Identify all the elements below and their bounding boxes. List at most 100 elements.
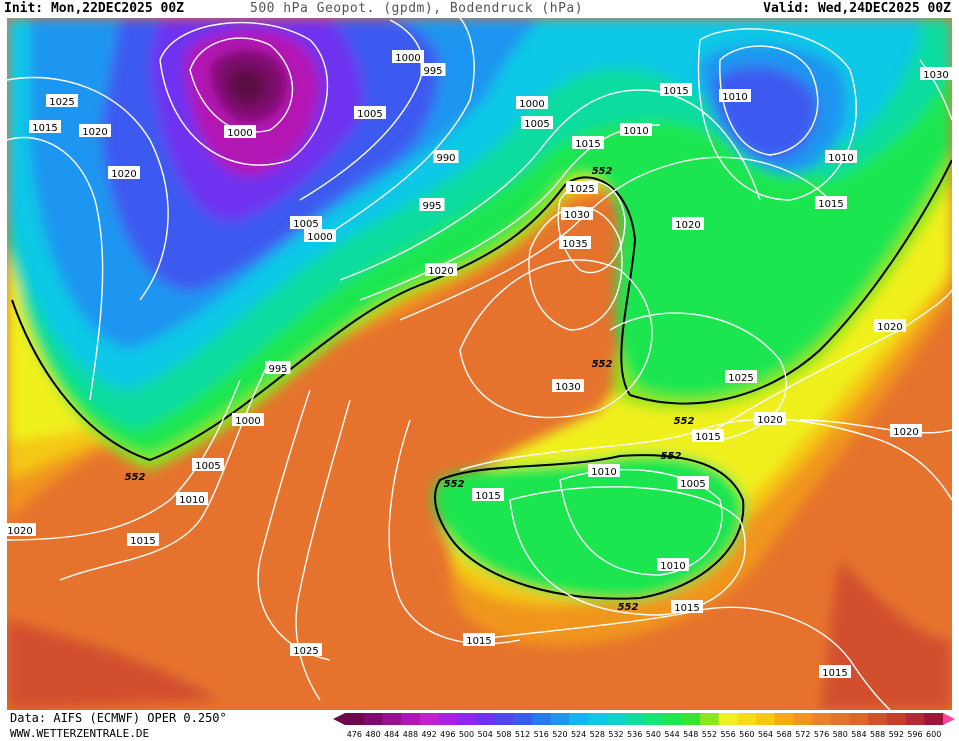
svg-text:1030: 1030 xyxy=(564,210,589,221)
svg-text:1020: 1020 xyxy=(893,427,918,438)
isobar-label: 1015 xyxy=(127,533,159,547)
svg-text:1020: 1020 xyxy=(111,169,136,180)
scale-label: 580 xyxy=(833,730,848,739)
scale-swatch xyxy=(737,713,757,725)
scale-label: 480 xyxy=(365,730,380,739)
scale-label: 528 xyxy=(590,730,605,739)
init-time: Init: Mon,22DEC2025 00Z xyxy=(4,1,185,16)
svg-text:1000: 1000 xyxy=(307,232,332,243)
valid-time: Valid: Wed,24DEC2025 00Z xyxy=(763,1,951,16)
isobar-label: 1020 xyxy=(79,124,111,138)
svg-text:1005: 1005 xyxy=(293,219,318,230)
scale-swatch xyxy=(587,713,608,725)
isobar-label: 1000 xyxy=(304,229,336,243)
forecast-map: 1025 1015 1020 1020 1000 1000 995 1005 990 995 100… xyxy=(7,18,952,710)
svg-text:1025: 1025 xyxy=(569,184,594,195)
isobar-label: 1020 xyxy=(108,166,140,180)
scale-label: 572 xyxy=(795,730,810,739)
isobar-label: 1015 xyxy=(472,488,504,502)
isobar-label: 1010 xyxy=(176,492,208,506)
scale-swatch xyxy=(849,713,869,725)
svg-text:1020: 1020 xyxy=(675,220,700,231)
svg-text:990: 990 xyxy=(436,153,455,164)
height-label: 552 xyxy=(592,166,613,177)
scale-swatch xyxy=(363,713,383,725)
chart-title: 500 hPa Geopot. (gpdm), Bodendruck (hPa) xyxy=(250,1,584,16)
isobar-label: 1010 xyxy=(620,123,652,137)
height-label: 552 xyxy=(592,359,613,370)
svg-text:1005: 1005 xyxy=(357,109,382,120)
svg-text:1000: 1000 xyxy=(227,128,252,139)
svg-text:995: 995 xyxy=(268,364,287,375)
isobar-label: 1025 xyxy=(290,643,322,657)
scale-swatch xyxy=(924,713,944,725)
svg-text:1010: 1010 xyxy=(179,495,204,506)
scale-swatch xyxy=(550,713,570,725)
svg-text:1015: 1015 xyxy=(695,432,720,443)
svg-text:1015: 1015 xyxy=(663,86,688,97)
isobar-label: 1000 xyxy=(392,50,424,64)
isobar-label: 1005 xyxy=(354,106,386,120)
data-source: Data: AIFS (ECMWF) OPER 0.250° xyxy=(10,711,227,725)
isobar-label: 1030 xyxy=(561,207,593,221)
svg-text:552: 552 xyxy=(674,416,695,427)
scale-swatch xyxy=(569,713,589,725)
isobar-label: 1015 xyxy=(463,633,495,647)
svg-text:1030: 1030 xyxy=(555,382,580,393)
height-label: 552 xyxy=(618,602,639,613)
isobar-label: 1015 xyxy=(815,196,847,210)
scale-swatch xyxy=(625,713,645,725)
scale-label: 516 xyxy=(534,730,549,739)
isobar-label: 1020 xyxy=(7,523,36,537)
svg-text:1005: 1005 xyxy=(195,461,220,472)
isobar-label: 995 xyxy=(265,361,291,375)
isobar-label: 1010 xyxy=(825,150,857,164)
svg-text:1005: 1005 xyxy=(524,119,549,130)
scale-swatch xyxy=(793,713,813,725)
scale-label: 576 xyxy=(814,730,829,739)
svg-text:1010: 1010 xyxy=(660,561,685,572)
svg-text:1020: 1020 xyxy=(82,127,107,138)
band-588b xyxy=(820,560,952,710)
scale-swatch xyxy=(494,713,514,725)
isobar-label: 1010 xyxy=(657,558,689,572)
isobar-label: 995 xyxy=(420,63,446,77)
isobar-label: 1000 xyxy=(516,96,548,110)
isobar-label: 1020 xyxy=(672,217,704,231)
height-label: 552 xyxy=(444,479,465,490)
scale-label: 520 xyxy=(552,730,567,739)
scale-swatch xyxy=(438,713,458,725)
isobar-label: 1000 xyxy=(232,413,264,427)
scale-swatch xyxy=(419,713,439,725)
scale-swatch xyxy=(812,713,832,725)
height-label: 552 xyxy=(674,416,695,427)
band-588 xyxy=(7,620,220,710)
scale-swatch xyxy=(475,713,495,725)
isobar-label: 1035 xyxy=(559,236,591,250)
svg-text:1025: 1025 xyxy=(293,646,318,657)
svg-text:1015: 1015 xyxy=(818,199,843,210)
website: WWW.WETTERZENTRALE.DE xyxy=(10,727,150,740)
svg-text:1010: 1010 xyxy=(623,126,648,137)
scale-swatch xyxy=(681,713,701,725)
band-476 xyxy=(227,68,266,104)
isobar-label: 1010 xyxy=(588,464,620,478)
scale-label: 488 xyxy=(403,730,418,739)
scale-label: 544 xyxy=(664,730,679,739)
scale-label: 568 xyxy=(777,730,792,739)
isobar-label: 1015 xyxy=(572,136,604,150)
svg-text:1015: 1015 xyxy=(130,536,155,547)
scale-swatch xyxy=(644,713,664,725)
isobar-label: 1030 xyxy=(920,67,952,81)
scale-swatch xyxy=(382,713,402,725)
scale-swatch xyxy=(830,713,851,725)
isobar-label: 1020 xyxy=(425,263,457,277)
scale-label: 548 xyxy=(683,730,698,739)
scale-label: 556 xyxy=(720,730,735,739)
scale-label: 552 xyxy=(702,730,717,739)
scale-arrow-right xyxy=(943,713,955,725)
scale-label: 484 xyxy=(384,730,399,739)
isobar-label: 1020 xyxy=(874,319,906,333)
isobar-label: 1005 xyxy=(521,116,553,130)
